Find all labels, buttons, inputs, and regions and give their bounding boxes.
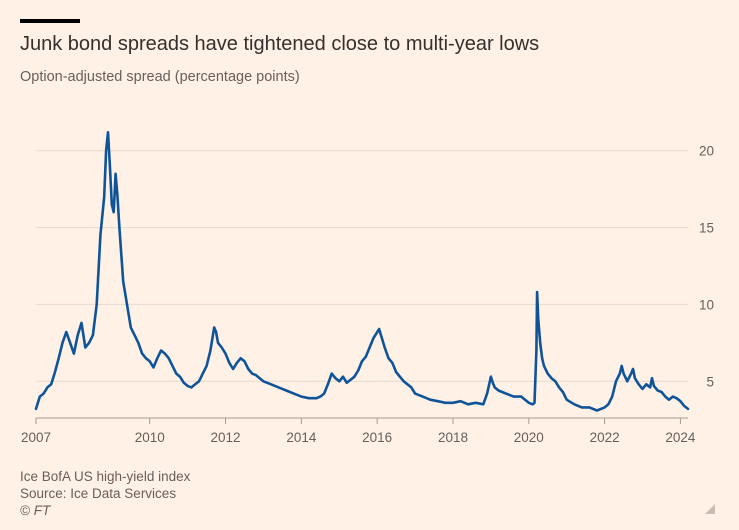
x-tick-label: 2007	[21, 430, 51, 445]
y-tick-label: 5	[706, 374, 714, 389]
series-line	[34, 131, 690, 412]
y-tick-label: 10	[699, 297, 714, 312]
chart-title: Junk bond spreads have tightened close t…	[20, 33, 540, 55]
y-tick-label: 20	[699, 144, 714, 159]
source-note: Source: Ice Data Services	[20, 486, 177, 501]
x-tick-label: 2024	[665, 430, 696, 445]
x-tick-label: 2014	[286, 430, 317, 445]
chart-subtitle: Option-adjusted spread (percentage point…	[20, 69, 300, 85]
x-tick-label: 2018	[438, 430, 468, 445]
x-tick-label: 2010	[135, 430, 165, 445]
y-tick-label: 15	[699, 221, 714, 236]
x-tick-label: 2022	[590, 430, 620, 445]
copyright-note: © FT	[20, 503, 51, 518]
x-tick-label: 2016	[362, 430, 392, 445]
x-tick-label: 2020	[514, 430, 544, 445]
resize-handle-icon[interactable]	[705, 504, 715, 514]
footnote-index: Ice BofA US high-yield index	[20, 469, 191, 484]
chart-footer: Ice BofA US high-yield index Source: Ice…	[20, 468, 190, 519]
header-rule	[20, 19, 80, 23]
x-tick-label: 2012	[211, 430, 241, 445]
